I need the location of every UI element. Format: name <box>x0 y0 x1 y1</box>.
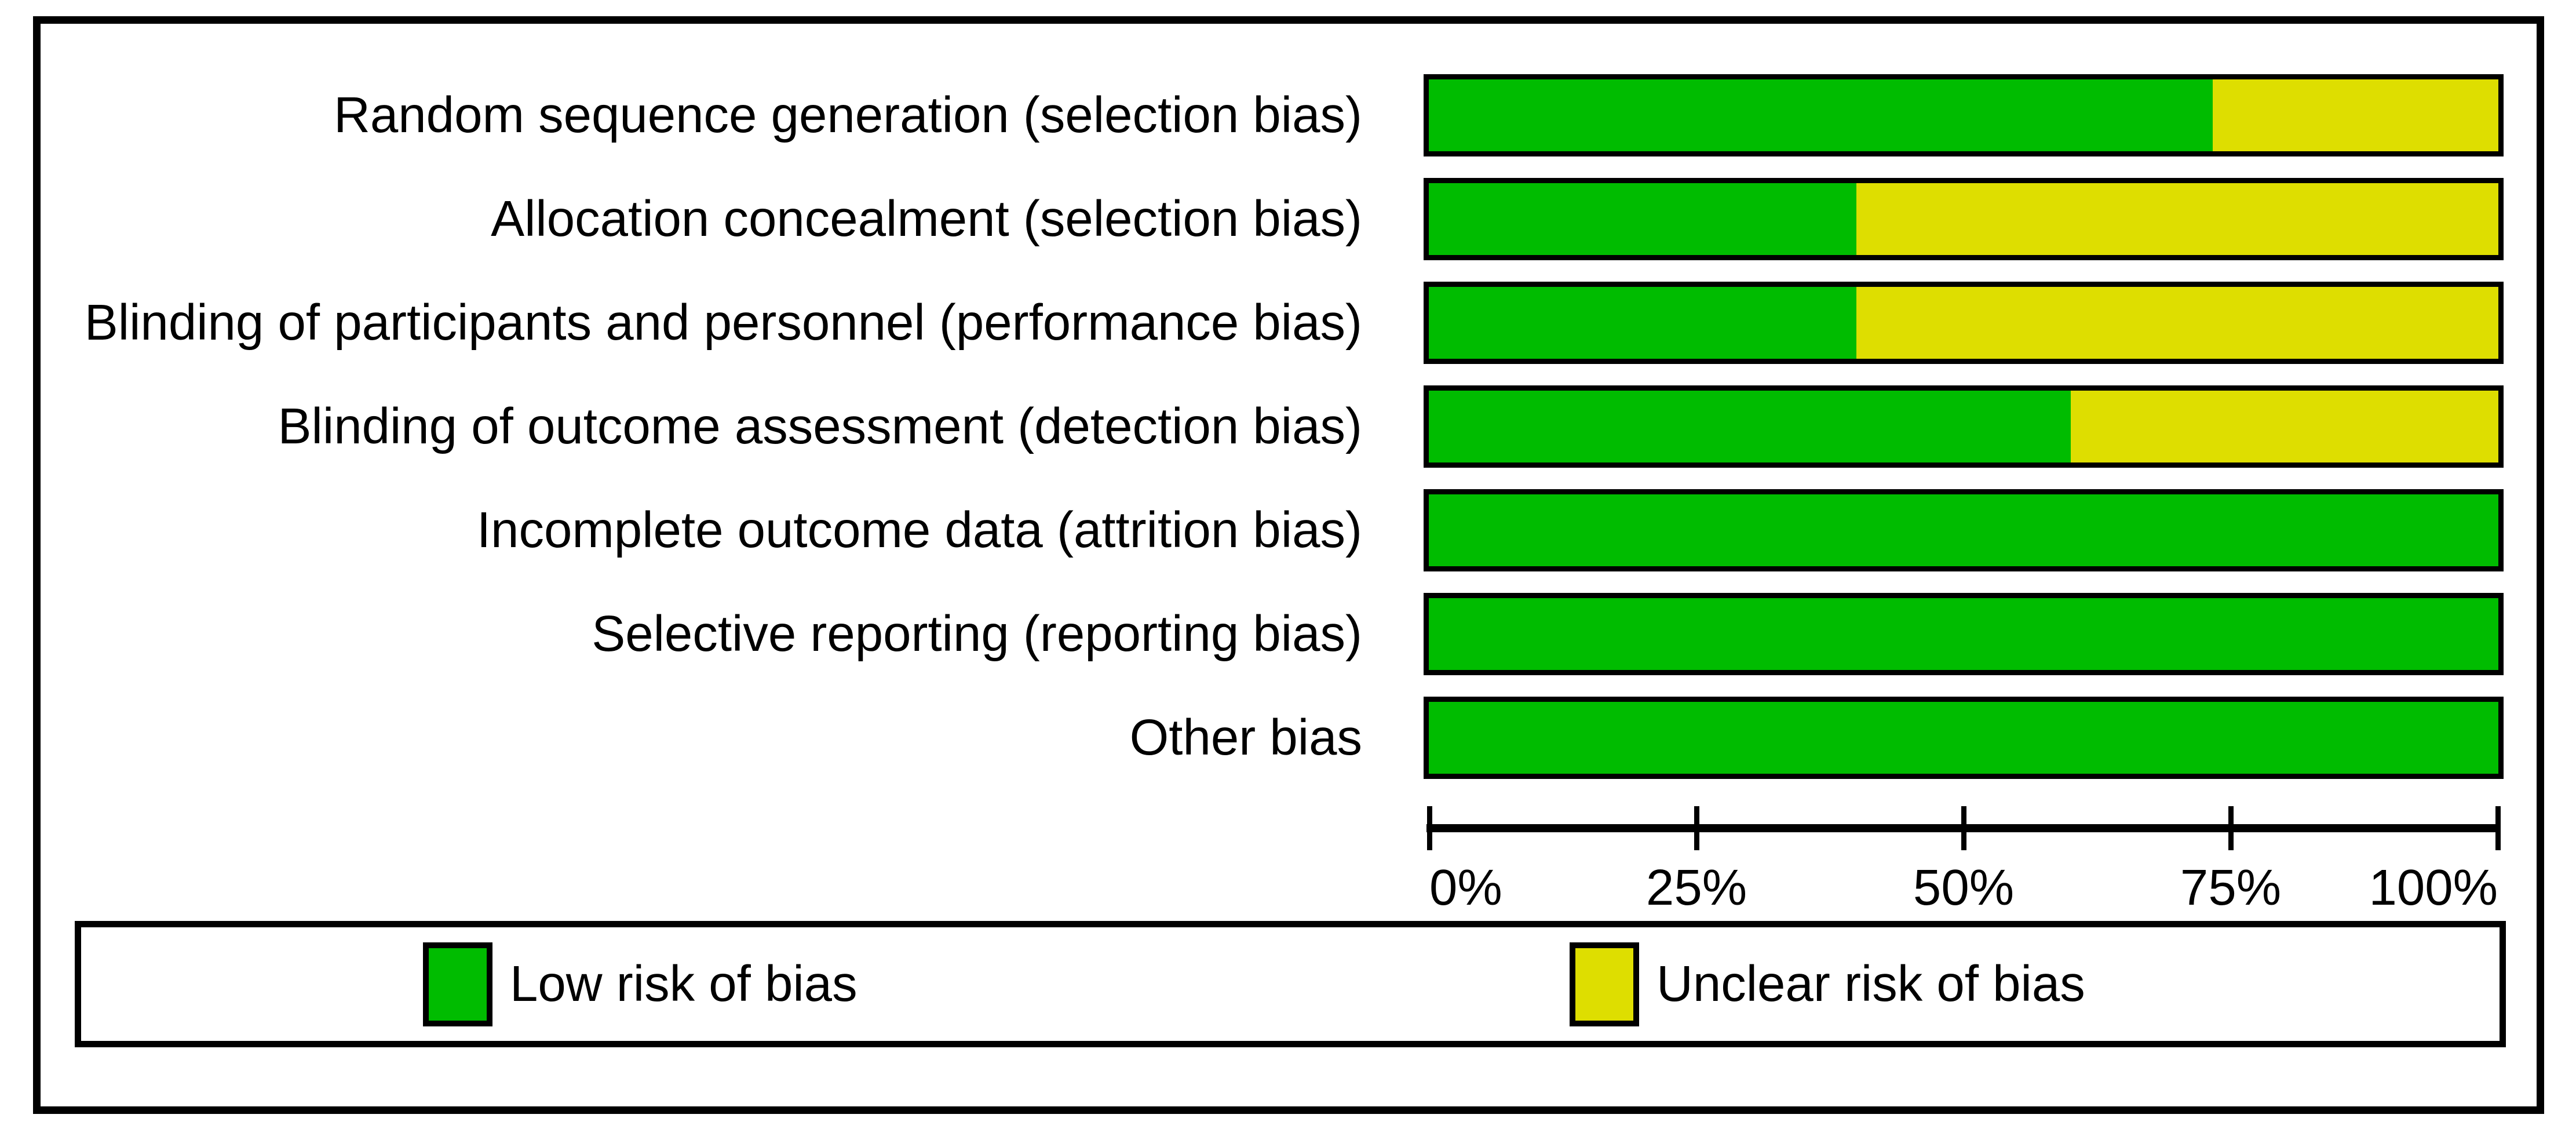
row-label: Other bias <box>1129 709 1362 766</box>
bar-segment-low-risk <box>1429 79 2213 151</box>
risk-of-bias-figure-frame: Random sequence generation (selection bi… <box>33 16 2544 1114</box>
bar-segment-low-risk <box>1429 183 1857 255</box>
tick-label: 50% <box>1913 860 2015 916</box>
stacked-bar <box>1424 489 2504 571</box>
tick-label: 75% <box>2180 860 2282 916</box>
bar-segment-low-risk <box>1429 287 1857 359</box>
bar-segment-low-risk <box>1429 598 2498 670</box>
bar-segment-unclear-risk <box>1856 183 2498 255</box>
tick-label: 25% <box>1645 860 1747 916</box>
bar-segment-low-risk <box>1429 702 2498 774</box>
tick-label: 0% <box>1429 860 1502 916</box>
row-label: Blinding of outcome assessment (detectio… <box>278 398 1362 454</box>
bar-segment-low-risk <box>1429 494 2498 566</box>
stacked-bar <box>1424 697 2504 779</box>
stacked-bar <box>1424 178 2504 260</box>
stacked-bar <box>1424 593 2504 675</box>
legend-label-unclear-risk: Unclear risk of bias <box>1656 956 2085 1012</box>
bar-segment-unclear-risk <box>2213 79 2498 151</box>
bar-segment-unclear-risk <box>1856 287 2498 359</box>
row-label: Allocation concealment (selection bias) <box>491 191 1362 247</box>
row-label: Incomplete outcome data (attrition bias) <box>476 502 1362 558</box>
x-axis: 0% 25% 50% 75% 100% <box>1426 806 2501 951</box>
axis-tick <box>1961 806 1966 850</box>
legend-swatch-unclear-risk <box>1570 942 1639 1026</box>
axis-tick <box>1694 806 1699 850</box>
row-label: Blinding of participants and personnel (… <box>84 294 1362 351</box>
legend-label-low-risk: Low risk of bias <box>510 956 858 1012</box>
axis-tick <box>2495 806 2501 850</box>
row-label: Selective reporting (reporting bias) <box>592 606 1362 662</box>
bar-segment-unclear-risk <box>2070 391 2498 462</box>
stacked-bar <box>1424 282 2504 364</box>
axis-tick <box>1426 806 1432 850</box>
bar-segment-low-risk <box>1429 391 2071 462</box>
legend: Low risk of bias Unclear risk of bias <box>75 921 2506 1047</box>
row-label: Random sequence generation (selection bi… <box>334 87 1362 143</box>
axis-tick <box>2228 806 2234 850</box>
legend-swatch-low-risk <box>423 942 492 1026</box>
tick-label: 100% <box>2369 860 2498 916</box>
stacked-bar <box>1424 385 2504 468</box>
stacked-bar <box>1424 74 2504 156</box>
